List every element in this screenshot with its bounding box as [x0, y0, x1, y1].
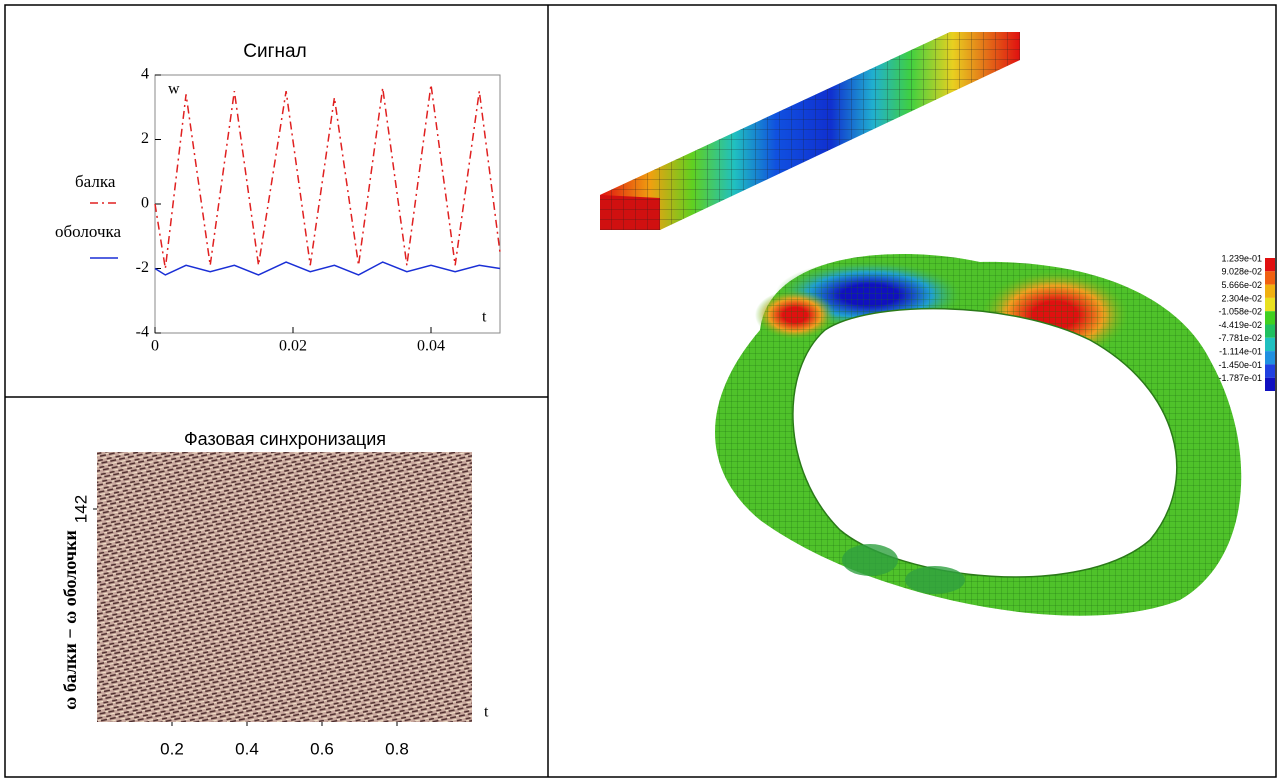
- x-tick-label: 0: [151, 338, 159, 355]
- colorbar-swatch: [1265, 298, 1275, 311]
- x-tick-label: 0.04: [417, 338, 445, 355]
- colorbar-swatch: [1265, 285, 1275, 298]
- colorbar-label: -1.787e-01: [1218, 373, 1262, 383]
- colorbar-label: -4.419e-02: [1218, 320, 1262, 330]
- heatmap-image: [97, 452, 472, 722]
- colorbar-swatch: [1265, 311, 1275, 324]
- x-axis-label: t: [482, 309, 487, 326]
- y-tick-label: 0: [141, 195, 149, 212]
- colorbar-swatch: [1265, 378, 1275, 391]
- legend-label: оболочка: [55, 222, 122, 241]
- chart-title: Фазовая синхронизация: [184, 429, 386, 449]
- colorbar-swatch: [1265, 258, 1275, 271]
- colorbar-label: -1.114e-01: [1219, 346, 1262, 356]
- colorbar-label: -1.058e-02: [1218, 307, 1262, 317]
- plot-frame: [155, 75, 500, 333]
- series-line: [155, 262, 500, 275]
- x-tick-label: 0.02: [279, 338, 307, 355]
- colorbar-swatch: [1265, 271, 1275, 284]
- phase-chart: Фазовая синхронизация t ω балки − ω оболоч…: [60, 429, 489, 759]
- signal-chart: Сигнал w t -4 -2 0 2 4 0 0.02 0.04 балка оболочка: [55, 41, 500, 355]
- beam-render: [600, 32, 1020, 230]
- x-tick-label: 0.4: [235, 739, 259, 758]
- colorbar-swatch: [1265, 338, 1275, 351]
- y-tick-label: -4: [136, 324, 149, 341]
- colorbar-label: -1.450e-01: [1218, 360, 1262, 370]
- x-tick-label: 0.6: [310, 739, 334, 758]
- legend-label: балка: [75, 172, 116, 191]
- colorbar-label: -7.781e-02: [1218, 333, 1262, 343]
- series-line: [155, 85, 500, 269]
- figure: Сигнал w t -4 -2 0 2 4 0 0.02 0.04 балка оболочка Фа…: [0, 0, 1281, 782]
- colorbar-label: 9.028e-02: [1221, 267, 1262, 277]
- y-axis-label: w: [168, 81, 180, 98]
- colorbar-label: 2.304e-02: [1221, 293, 1262, 303]
- shell-render: [715, 254, 1241, 616]
- y-axis-label: ω балки − ω оболочки: [60, 530, 80, 710]
- x-tick-label: 0.2: [160, 739, 184, 758]
- y-tick-label: -2: [136, 259, 149, 276]
- chart-title: Сигнал: [243, 41, 306, 62]
- y-tick-label: 142: [71, 495, 90, 523]
- colorbar: 1.239e-01 9.028e-02 5.666e-02 2.304e-02 -1.0…: [1218, 253, 1275, 391]
- field-renders: 1.239e-01 9.028e-02 5.666e-02 2.304e-02 -1.0…: [600, 32, 1275, 616]
- colorbar-label: 1.239e-01: [1221, 253, 1262, 263]
- colorbar-swatch: [1265, 351, 1275, 364]
- colorbar-swatch: [1265, 364, 1275, 377]
- colorbar-swatch: [1265, 325, 1275, 338]
- x-axis-label: t: [484, 704, 489, 721]
- y-tick-label: 2: [141, 130, 149, 147]
- colorbar-label: 5.666e-02: [1221, 280, 1262, 290]
- y-tick-label: 4: [141, 66, 149, 83]
- x-tick-label: 0.8: [385, 739, 409, 758]
